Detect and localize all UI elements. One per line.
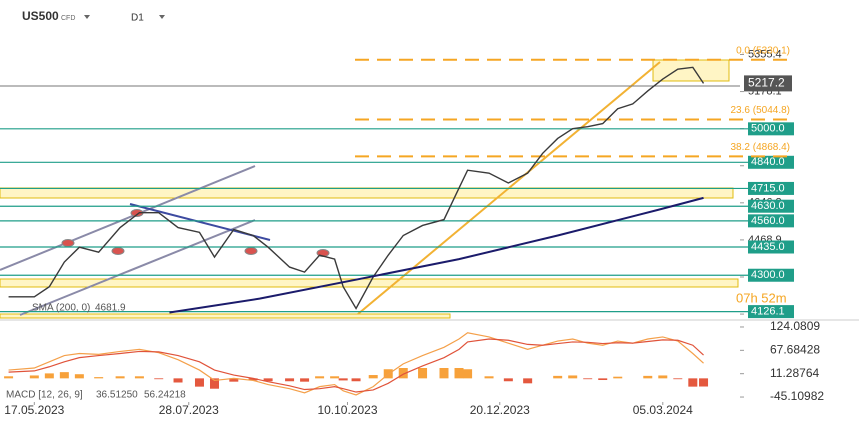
macd-histogram-bar: [194, 378, 204, 387]
level-label: 4435.0: [751, 241, 785, 253]
dropdown-arrow[interactable]: [84, 15, 90, 19]
macd-histogram-bar: [154, 378, 164, 380]
sma-line: [169, 196, 704, 314]
y-tick-label: -45.10982: [770, 389, 824, 403]
fib-label: 23.6 (5044.8): [731, 105, 791, 116]
macd-histogram-bar: [44, 373, 54, 379]
channel-line: [0, 165, 256, 271]
macd-histogram-bar: [330, 376, 340, 379]
macd-histogram-bar: [613, 376, 623, 379]
macd-histogram-bar: [658, 375, 668, 379]
level-label-box: [748, 181, 794, 195]
y-tick-label: 67.68428: [770, 343, 820, 357]
macd-title: MACD [12, 26, 9]: [6, 390, 83, 401]
marker: [111, 247, 125, 255]
macd-histogram-bar: [503, 378, 513, 382]
y-tick-label: 124.0809: [770, 319, 820, 333]
level-label-box: [748, 305, 794, 319]
macd-histogram-bar: [248, 378, 258, 381]
macd-histogram-bar: [263, 378, 273, 382]
level-label: 5000.0: [751, 123, 785, 135]
macd-histogram-bar: [699, 378, 709, 387]
current-price-box: [744, 75, 792, 92]
macd-histogram-bar: [439, 368, 449, 379]
macd-histogram-bar: [643, 375, 653, 379]
level-label: 4630.0: [751, 200, 785, 212]
macd-line: [8, 332, 704, 396]
level-label-box: [748, 155, 794, 169]
level-label-box: [748, 122, 794, 136]
fib-label: 38.2 (4868.4): [731, 142, 791, 153]
macd-histogram-bar: [4, 376, 14, 379]
macd-histogram-bar: [300, 378, 310, 382]
header: US500 CFD D1: [22, 9, 165, 24]
marker: [61, 239, 75, 247]
macd-histogram-bar: [553, 375, 563, 379]
current-price-label: 5217.2: [748, 76, 785, 90]
signal-line: [8, 338, 704, 393]
macd-histogram-bar: [115, 376, 125, 379]
x-tick-label: 10.10.2023: [317, 403, 377, 417]
macd-value: 36.51250: [96, 390, 138, 401]
level-label-box: [748, 268, 794, 282]
macd-histogram-bar: [315, 376, 325, 379]
macd-histogram-bar: [74, 374, 84, 379]
macd-histogram-bar: [568, 375, 578, 379]
macd-histogram-bar: [209, 378, 219, 389]
macd-histogram-bar: [59, 372, 69, 379]
y-tick-label: 5355.4: [748, 48, 782, 60]
legend-name: SMA (200, 0): [32, 303, 90, 314]
zone: [0, 187, 734, 199]
level-label: 4126.1: [751, 306, 785, 318]
macd-histogram-bar: [368, 375, 378, 379]
macd-histogram-bar: [173, 378, 183, 383]
timeframe[interactable]: D1: [131, 13, 144, 24]
macd-histogram-bar: [134, 376, 144, 379]
macd-histogram-bar: [598, 378, 608, 381]
macd-histogram-bar: [229, 378, 239, 382]
macd-histogram-bar: [673, 378, 683, 380]
level-label-box: [748, 214, 794, 228]
level-label: 4300.0: [751, 269, 785, 281]
x-tick-label: 28.07.2023: [159, 403, 219, 417]
macd-histogram-bar: [418, 368, 428, 379]
signal-value: 56.24218: [144, 390, 186, 401]
channel-line: [19, 219, 256, 316]
macd-histogram-bar: [94, 377, 104, 379]
legend-value: 4681.9: [95, 303, 126, 314]
dropdown-arrow[interactable]: [159, 15, 165, 19]
x-tick-label: 20.12.2023: [470, 403, 530, 417]
macd-histogram-bar: [398, 368, 408, 379]
macd-histogram-bar: [351, 378, 361, 382]
zone: [0, 313, 451, 319]
level-label-box: [748, 199, 794, 213]
market: CFD: [61, 15, 75, 22]
fib-label: 0.0 (5330.1): [736, 45, 790, 56]
macd-histogram-bar: [688, 378, 698, 387]
y-tick-label: 11.28764: [770, 366, 819, 380]
macd-histogram-bar: [523, 378, 533, 384]
level-label-box: [748, 240, 794, 254]
x-tick-label: 17.05.2023: [4, 403, 64, 417]
macd-histogram-bar: [29, 375, 39, 379]
macd-histogram-bar: [463, 369, 473, 379]
macd-histogram-bar: [484, 376, 494, 379]
zone: [0, 278, 739, 288]
timer: 07h 52m: [736, 290, 787, 305]
macd-histogram-bar: [583, 378, 593, 380]
x-tick-label: 05.03.2024: [633, 403, 693, 417]
level-label: 4715.0: [751, 182, 785, 194]
level-label: 4840.0: [751, 156, 785, 168]
symbol[interactable]: US500: [22, 9, 59, 23]
macd-histogram-bar: [454, 368, 464, 379]
macd-histogram-bar: [285, 378, 295, 382]
macd-histogram-bar: [338, 378, 348, 381]
level-label: 4560.0: [751, 215, 785, 227]
marker: [244, 247, 258, 255]
